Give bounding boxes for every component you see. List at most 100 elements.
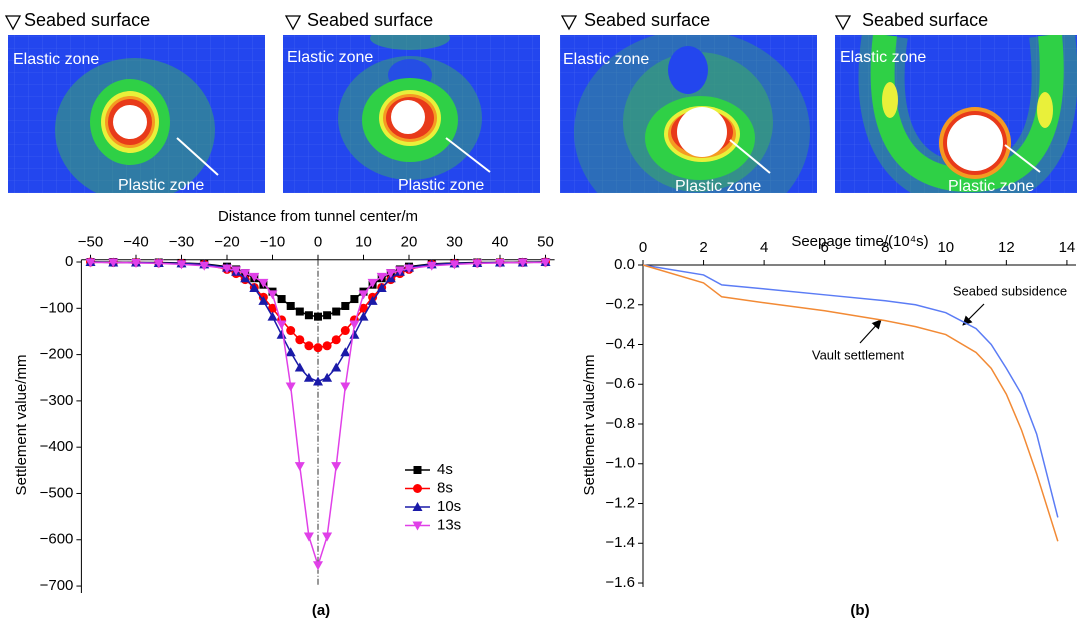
x-tick-label: −40: [123, 234, 148, 251]
marker: [108, 258, 119, 268]
marker: [276, 329, 287, 339]
plastic-label: Plastic zone: [398, 177, 484, 194]
x-tick-label: −10: [260, 234, 285, 251]
marker: [176, 260, 187, 270]
plastic-label: Plastic zone: [948, 178, 1034, 195]
marker: [249, 272, 260, 282]
marker: [295, 307, 304, 316]
legend-label: 13s: [437, 516, 461, 533]
marker: [304, 311, 313, 320]
marker: [340, 347, 351, 357]
y-tick-label: −700: [40, 577, 74, 594]
marker: [449, 260, 460, 270]
x-tick-label: 0: [314, 234, 322, 251]
x-tick-label: 6: [821, 239, 829, 256]
marker: [367, 295, 378, 305]
x-tick-label: 8: [881, 239, 889, 256]
surface-label: Seabed surface: [862, 10, 988, 30]
x-tick-label: 10: [937, 239, 954, 256]
legend-label: 10s: [437, 498, 461, 515]
marker: [517, 258, 528, 268]
marker: [131, 258, 141, 268]
marker: [394, 266, 405, 276]
marker: [349, 329, 360, 339]
elastic-label: Elastic zone: [563, 51, 649, 68]
marker: [426, 261, 437, 271]
marker: [332, 307, 341, 316]
surface-label: Seabed surface: [307, 10, 433, 30]
marker: [268, 303, 277, 313]
y-tick-label: 0.0: [614, 256, 635, 273]
contour-panel: [835, 35, 1077, 193]
surface-label: Seabed surface: [584, 10, 710, 30]
x-tick-label: 2: [699, 239, 707, 256]
y-tick-label: −1.6: [605, 574, 635, 591]
caption: (b): [850, 602, 869, 619]
marker: [85, 258, 96, 268]
y-tick-label: −0.2: [605, 296, 635, 313]
marker: [472, 259, 483, 269]
legend-label: 4s: [437, 461, 453, 478]
x-axis-title: Seepage time/(10⁴s): [791, 233, 928, 250]
marker: [313, 343, 323, 353]
y-tick-label: −100: [40, 299, 74, 316]
y-axis-title: Settlement value/mm: [13, 355, 30, 496]
marker: [367, 278, 378, 288]
x-tick-label: 10: [355, 234, 372, 251]
y-axis-title: Settlement value/mm: [581, 355, 598, 496]
annotation: Vault settlement: [812, 347, 905, 362]
marker: [249, 282, 260, 292]
marker: [294, 462, 305, 472]
marker: [358, 311, 369, 321]
marker: [276, 320, 287, 330]
marker: [294, 362, 305, 372]
marker: [350, 295, 359, 304]
marker: [331, 335, 341, 345]
x-tick-label: −50: [78, 234, 103, 251]
series-line: [642, 264, 1059, 542]
marker: [376, 272, 387, 282]
marker: [495, 258, 505, 268]
y-tick-label: −1.2: [605, 494, 635, 511]
marker: [303, 532, 314, 542]
marker: [412, 502, 423, 511]
marker: [313, 376, 323, 386]
x-axis-title: Distance from tunnel center/m: [218, 208, 418, 225]
marker: [258, 295, 269, 305]
marker: [331, 462, 342, 472]
x-tick-label: 30: [446, 234, 463, 251]
marker: [277, 295, 286, 304]
x-tick-label: 14: [1059, 239, 1076, 256]
elastic-label: Elastic zone: [13, 51, 99, 68]
x-tick-label: 4: [760, 239, 768, 256]
x-tick-label: 12: [998, 239, 1015, 256]
marker: [358, 290, 369, 300]
surface-label: Seabed surface: [24, 10, 150, 30]
marker: [285, 382, 296, 392]
plastic-label: Plastic zone: [118, 177, 204, 194]
marker: [413, 466, 422, 474]
marker: [341, 301, 350, 310]
marker: [286, 326, 296, 336]
y-tick-label: −200: [40, 346, 74, 363]
marker: [340, 326, 350, 336]
marker: [267, 311, 278, 321]
marker: [322, 532, 333, 542]
y-tick-label: −0.8: [605, 415, 635, 432]
x-tick-label: 20: [401, 234, 418, 251]
marker: [540, 258, 551, 268]
caption: (a): [312, 602, 330, 619]
plastic-label: Plastic zone: [675, 178, 761, 195]
marker: [340, 382, 351, 392]
marker: [413, 484, 422, 493]
contour-panel: [560, 35, 817, 193]
marker: [222, 264, 232, 274]
y-tick-label: −600: [40, 531, 74, 548]
marker: [313, 561, 323, 571]
marker: [385, 269, 396, 279]
annotation: Seabed subsidence: [953, 283, 1067, 298]
marker: [258, 278, 269, 288]
y-tick-label: −300: [40, 392, 74, 409]
marker: [304, 341, 314, 351]
